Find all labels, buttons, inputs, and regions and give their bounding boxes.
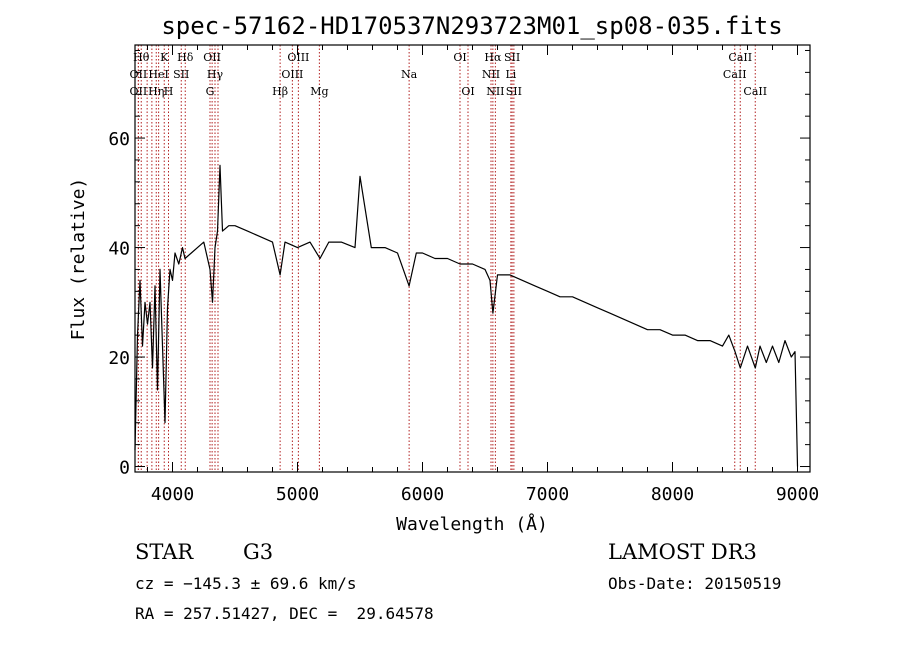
x-axis-label: Wavelength (Å): [396, 513, 548, 535]
line-label: CaII: [723, 68, 747, 81]
coordinates: RA = 257.51427, DEC = 29.64578: [135, 604, 434, 623]
line-label: CaII: [728, 51, 752, 64]
line-label: SII: [504, 51, 520, 64]
chart-title: spec-57162-HD170537N293723M01_sp08-035.f…: [161, 12, 782, 40]
line-label: CaII: [743, 85, 767, 98]
line-label: OII: [130, 85, 148, 98]
y-axis-ticks: 0 20 40 60: [108, 49, 810, 479]
line-label: OI: [461, 85, 474, 98]
line-label: Hδ: [177, 51, 194, 64]
y-tick-label: 60: [108, 129, 130, 150]
y-tick-label: 0: [119, 458, 130, 479]
line-label: OIII: [281, 68, 303, 81]
y-axis-label: Flux (relative): [68, 178, 89, 341]
line-label: OI: [453, 51, 466, 64]
x-axis-ticks: 4000 5000 6000 7000 8000 9000: [147, 45, 819, 505]
line-label: H: [164, 85, 174, 98]
survey-name: LAMOST DR3: [608, 540, 757, 564]
y-tick-label: 20: [108, 348, 130, 369]
plot-frame: [134, 44, 811, 473]
y-tick-label: 40: [108, 239, 130, 260]
line-label: Hη: [148, 85, 164, 98]
observation-date: Obs-Date: 20150519: [608, 574, 782, 593]
line-label: Mg: [310, 85, 328, 98]
x-tick-label: 8000: [651, 484, 694, 505]
line-label: Hγ: [207, 68, 224, 81]
x-tick-label: 4000: [151, 484, 194, 505]
line-label: Hβ: [272, 85, 288, 98]
line-label: NII: [482, 68, 500, 81]
spectral-line-labels: HθOIIOIIHeIHηKHSIIHδGOIIHγHβOIIIOIIIMgNa…: [130, 51, 768, 98]
redshift-velocity: cz = −145.3 ± 69.6 km/s: [135, 574, 357, 593]
x-tick-label: 5000: [276, 484, 319, 505]
x-tick-label: 9000: [776, 484, 819, 505]
object-class: STAR: [135, 540, 194, 564]
line-label: OIII: [287, 51, 309, 64]
line-label: HeI: [148, 68, 168, 81]
line-label: Na: [401, 68, 418, 81]
line-label: Li: [505, 68, 516, 81]
line-label: K: [160, 51, 169, 64]
line-label: G: [206, 85, 215, 98]
line-label: Hα: [484, 51, 502, 64]
line-label: OII: [203, 51, 221, 64]
x-tick-label: 7000: [526, 484, 569, 505]
object-subclass: G3: [243, 540, 274, 564]
x-tick-label: 6000: [401, 484, 444, 505]
line-label: NII: [486, 85, 504, 98]
line-label: Hθ: [133, 51, 150, 64]
spectrum-series-line: [134, 164, 799, 467]
line-label: OII: [130, 68, 148, 81]
line-label: SII: [506, 85, 522, 98]
line-label: SII: [173, 68, 189, 81]
